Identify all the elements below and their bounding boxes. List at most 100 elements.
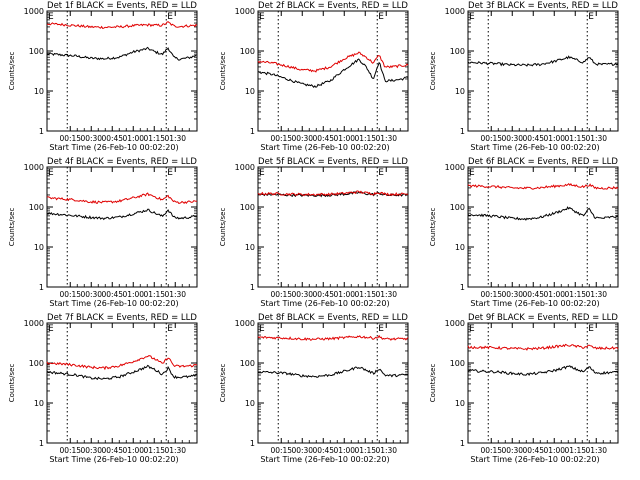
x-tick-label: 00:30	[291, 134, 313, 143]
y-tick-label: 1000	[445, 163, 465, 172]
x-tick-label: 01:00	[122, 134, 144, 143]
x-tick-label: 01:15	[564, 446, 586, 455]
y-tick-label: 1000	[235, 319, 255, 328]
y-tick-label: 1	[460, 283, 465, 292]
y-axis-label: Counts/sec	[429, 364, 437, 403]
marker-label: E	[378, 168, 384, 178]
chart-title: Det 5f BLACK = Events, RED = LLD	[258, 157, 408, 167]
x-axis-label: Start Time (26-Feb-10 00:02:20)	[470, 143, 599, 152]
x-tick-label: 00:45	[312, 134, 334, 143]
x-tick-label: 01:15	[564, 134, 586, 143]
x-tick-label: 00:30	[501, 134, 523, 143]
x-tick-label: 01:30	[375, 446, 397, 455]
y-tick-label: 10	[34, 243, 44, 252]
x-axis-label: Start Time (26-Feb-10 00:02:20)	[49, 143, 178, 152]
y-axis-label: Counts/sec	[219, 52, 227, 91]
x-axis-label: Start Time (26-Feb-10 00:02:20)	[470, 455, 599, 464]
marker-label: E	[588, 168, 594, 178]
y-tick-label: 1	[250, 439, 255, 448]
x-tick-label: 00:45	[312, 290, 334, 299]
chart-title: Det 1f BLACK = Events, RED = LLD	[47, 1, 197, 11]
x-tick-label: 01:15	[564, 290, 586, 299]
corner-label: E	[469, 12, 475, 22]
y-tick-label: 100	[240, 359, 255, 368]
series-lld-line	[467, 182, 619, 190]
series-lld-line	[257, 51, 409, 73]
x-tick-label: 00:30	[291, 290, 313, 299]
marker-label: E	[588, 12, 594, 22]
x-tick-label: 01:30	[375, 134, 397, 143]
y-tick-label: 1	[460, 439, 465, 448]
plot-frame	[46, 166, 198, 288]
x-tick-label: 00:15	[59, 134, 81, 143]
marker-label: E	[167, 168, 173, 178]
x-tick-label: 00:30	[501, 446, 523, 455]
y-tick-label: 100	[450, 47, 465, 56]
y-axis-label: Counts/sec	[219, 208, 227, 247]
plot-frame	[257, 322, 409, 444]
y-axis-label: Counts/sec	[8, 52, 16, 91]
x-tick-label: 00:15	[59, 290, 81, 299]
chart-title: Det 3f BLACK = Events, RED = LLD	[468, 1, 618, 11]
x-tick-label: 01:00	[333, 446, 355, 455]
x-tick-label: 01:15	[143, 290, 165, 299]
series-events-line	[257, 58, 409, 88]
series-events-line	[467, 206, 619, 221]
y-axis-label: Counts/sec	[8, 364, 16, 403]
y-tick-label: 1	[460, 127, 465, 136]
corner-label: E	[48, 168, 54, 178]
x-tick-label: 00:15	[270, 134, 292, 143]
x-tick-label: 01:00	[122, 446, 144, 455]
x-tick-label: 00:45	[101, 134, 123, 143]
series-lld-line	[257, 190, 408, 197]
y-tick-label: 100	[240, 47, 255, 56]
plot-frame	[467, 166, 619, 288]
x-tick-label: 00:30	[80, 290, 102, 299]
series-events-line	[46, 46, 198, 61]
x-axis-label: Start Time (26-Feb-10 00:02:20)	[49, 299, 178, 308]
marker-label: E	[378, 12, 384, 22]
x-tick-label: 00:30	[80, 446, 102, 455]
x-tick-label: 00:15	[59, 446, 81, 455]
chart-title: Det 2f BLACK = Events, RED = LLD	[258, 1, 408, 11]
series-lld-line	[46, 192, 198, 205]
chart-title: Det 4f BLACK = Events, RED = LLD	[47, 157, 197, 167]
x-tick-label: 00:30	[80, 134, 102, 143]
y-tick-label: 10	[34, 87, 44, 96]
plot-frame	[467, 322, 619, 444]
x-tick-label: 00:45	[522, 290, 544, 299]
y-tick-label: 100	[450, 359, 465, 368]
y-tick-label: 10	[34, 399, 44, 408]
series-lld-line	[257, 334, 409, 341]
x-tick-label: 00:45	[101, 446, 123, 455]
y-tick-label: 1000	[24, 7, 44, 16]
series-events-line	[257, 366, 408, 379]
x-tick-label: 00:45	[522, 446, 544, 455]
marker-label: E	[167, 324, 173, 334]
x-tick-label: 00:15	[480, 290, 502, 299]
y-axis-label: Counts/sec	[429, 208, 437, 247]
x-tick-label: 01:15	[143, 446, 165, 455]
y-tick-label: 100	[240, 203, 255, 212]
y-tick-label: 1000	[24, 319, 44, 328]
y-tick-label: 10	[455, 243, 465, 252]
y-tick-label: 100	[29, 47, 44, 56]
x-tick-label: 01:00	[333, 290, 355, 299]
x-tick-label: 00:15	[480, 134, 502, 143]
y-tick-label: 1000	[24, 163, 44, 172]
x-tick-label: 01:15	[354, 290, 376, 299]
x-axis-label: Start Time (26-Feb-10 00:02:20)	[49, 455, 178, 464]
x-tick-label: 01:30	[164, 290, 186, 299]
y-tick-label: 10	[245, 87, 255, 96]
y-tick-label: 10	[245, 399, 255, 408]
x-axis-label: Start Time (26-Feb-10 00:02:20)	[260, 143, 389, 152]
x-axis-label: Start Time (26-Feb-10 00:02:20)	[470, 299, 599, 308]
chart-title: Det 8f BLACK = Events, RED = LLD	[258, 313, 408, 323]
x-tick-label: 01:15	[354, 134, 376, 143]
x-tick-label: 00:15	[480, 446, 502, 455]
series-events-line	[467, 55, 619, 67]
